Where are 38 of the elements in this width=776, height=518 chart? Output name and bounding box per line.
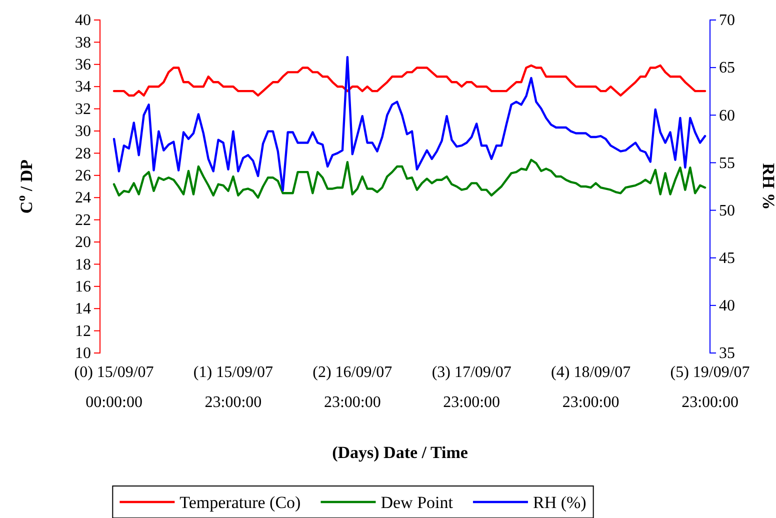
y-tick-label: 36 (75, 56, 91, 74)
y2-tick-label: 55 (719, 154, 735, 172)
y-tick-label: 26 (75, 168, 91, 185)
y-tick-label: 40 (75, 12, 91, 30)
x-tick-label: (3) 17/09/07 23:00:00 (432, 364, 512, 411)
x-tick-label: (4) 18/09/07 23:00:00 (551, 364, 631, 411)
y-tick-label: 14 (75, 300, 91, 318)
y2-tick-label: 65 (719, 60, 735, 77)
y2-axis-title: RH % (759, 163, 776, 210)
y2-tick-label: 45 (719, 250, 735, 267)
legend-label: Dew Point (380, 493, 454, 512)
line-series (112, 56, 706, 192)
legend-label: Temperature (Co) (180, 493, 301, 512)
y-tick-label: 24 (75, 190, 91, 207)
line-series (112, 64, 706, 97)
y-tick-label: 28 (75, 145, 91, 162)
y-tick-label: 12 (75, 322, 91, 340)
y-tick-label: 10 (75, 345, 91, 362)
y-tick-label: 38 (75, 34, 91, 52)
x-tick-label: (5) 19/09/07 23:00:00 (670, 364, 750, 411)
y-tick-label: 30 (75, 123, 91, 140)
x-axis-title: (Days) Date / Time (332, 443, 468, 462)
legend-label: RH (%) (532, 493, 586, 512)
y-tick-label: 32 (75, 100, 91, 118)
y2-tick-label: 40 (719, 298, 735, 315)
y-tick-label: 18 (75, 256, 91, 274)
x-tick-label: (2) 16/09/07 23:00:00 (312, 364, 392, 411)
y2-tick-label: 70 (719, 12, 735, 30)
line-series (112, 158, 706, 199)
y-tick-label: 34 (75, 78, 91, 96)
y-tick-label: 22 (75, 212, 91, 229)
x-tick-label: (1) 15/09/07 23:00:00 (193, 364, 273, 411)
y2-tick-label: 35 (719, 345, 735, 362)
y2-tick-label: 50 (719, 202, 735, 220)
y-tick-label: 16 (75, 278, 91, 296)
y-tick-label: 20 (75, 234, 91, 252)
y2-tick-label: 60 (719, 107, 735, 124)
x-tick-label: (0) 15/09/07 00:00:00 (74, 364, 154, 411)
